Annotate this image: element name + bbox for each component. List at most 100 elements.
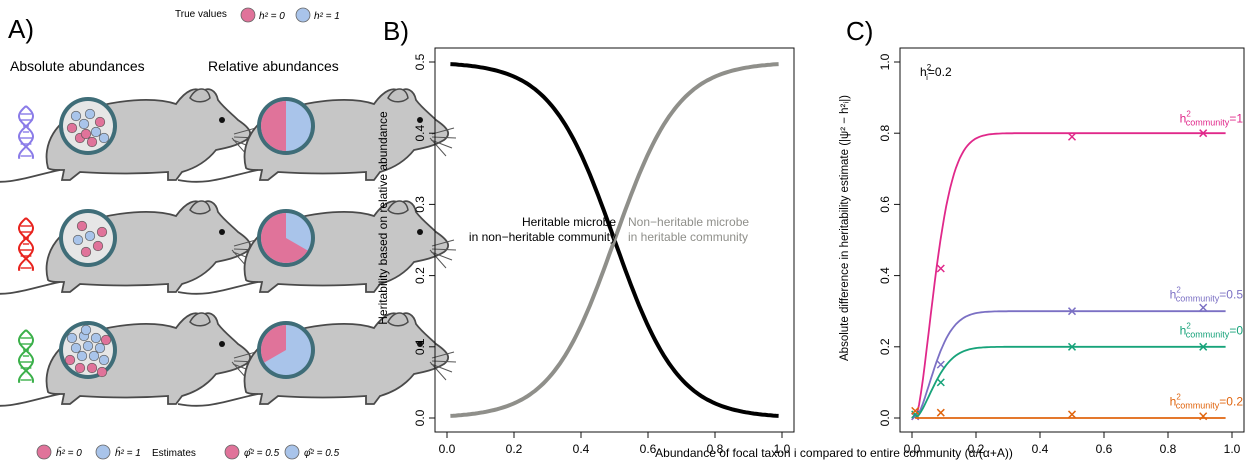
mouse-absolute <box>0 200 259 295</box>
microbe-dot <box>100 334 112 346</box>
microbe-dot <box>80 128 92 140</box>
microbe-dot <box>64 354 76 366</box>
series-point-marker <box>911 410 920 419</box>
panel-c-xtick-label: 0.6 <box>1096 442 1113 456</box>
series-point-marker <box>1067 307 1077 316</box>
mice-grid <box>0 88 457 407</box>
series-point-marker <box>936 360 945 369</box>
legend-pink-dot <box>240 7 256 23</box>
microbe-dot <box>90 126 102 138</box>
estimates-label: Estimates <box>152 448 196 459</box>
est-h0-label: ĥ² = 0 <box>56 446 82 459</box>
series-point-marker <box>1067 410 1077 419</box>
series-point-marker <box>936 264 945 273</box>
series-point-marker <box>936 378 945 387</box>
series-line <box>914 310 1226 419</box>
panel-c-xtick-label: 0.8 <box>1160 442 1177 456</box>
microbe-dot <box>94 116 106 128</box>
series-label: h2 community=0.5 <box>1170 286 1244 304</box>
microbe-dot <box>76 350 88 362</box>
col-relative-label: Relative abundances <box>208 58 339 74</box>
microbe-dot <box>94 342 106 354</box>
panel-c-letter: C) <box>846 16 873 46</box>
series-label: h2 community=0 <box>1180 321 1244 339</box>
series-line <box>914 345 1226 419</box>
microbe-dot <box>82 340 94 352</box>
dna-helix-icon <box>18 217 34 272</box>
est-h1-label: ĥ² = 1 <box>115 446 141 459</box>
series-point-marker <box>1199 129 1208 138</box>
legend-h0-label: h² = 0 <box>259 11 285 22</box>
legend-blue-dot <box>295 7 311 23</box>
dna-strand <box>18 105 34 160</box>
microbe-dot <box>66 122 78 134</box>
pie-slice-pink <box>261 325 286 363</box>
series-point-marker <box>911 406 920 415</box>
dna-strand <box>18 329 34 384</box>
panel-b-ytick-label: 0.3 <box>413 196 427 213</box>
microbe-dot <box>72 234 84 246</box>
annotation-grey-2: in heritable community <box>628 230 748 244</box>
panel-b: B) Heritability based on relative abunda… <box>376 16 1013 460</box>
est-blue-dot <box>95 444 111 460</box>
microbe-dot <box>98 132 110 144</box>
microbe-dot <box>86 362 98 374</box>
series-point-marker <box>1199 412 1208 421</box>
microbe-dot <box>76 220 88 232</box>
microbe-dot <box>86 136 98 148</box>
series-point-marker <box>1199 303 1208 312</box>
panel-c-ytick-label: 0.0 <box>878 409 892 426</box>
microbe-dot <box>88 350 100 362</box>
series-point-marker <box>936 408 945 417</box>
microbe-dot <box>96 366 108 378</box>
col-absolute-label: Absolute abundances <box>10 58 145 74</box>
microbe-dot <box>84 108 96 120</box>
annotation-grey-1: Non−heritable microbe <box>628 215 749 229</box>
panel-b-ytick-label: 0.0 <box>413 409 427 426</box>
est-phi-pink-label: φ̂² = 0.5 <box>244 447 280 459</box>
est-phi-pink-dot <box>224 444 240 460</box>
panel-b-xtick-label: 1.0 <box>774 442 791 456</box>
panel-b-ytick-label: 0.1 <box>413 338 427 355</box>
microbe-dot <box>78 118 90 130</box>
microbe-dot <box>74 362 86 374</box>
annotation-black-2: in non−heritable community <box>469 230 616 244</box>
panel-c-axes: 0.0 0.2 0.4 0.6 0.8 1.0 0.0 0.2 0.4 0.6 0.8 1.0 <box>878 47 1245 456</box>
series-label: h2 community=0.2 <box>1170 393 1244 411</box>
panel-b-letter: B) <box>383 16 409 46</box>
panel-b-ytick-label: 0.5 <box>413 53 427 70</box>
panel-c-frame <box>899 47 1245 433</box>
panel-c-series-labels: h2 community=1 h2 community=0.5 h2 community=… <box>1170 110 1244 411</box>
panel-b-xtick-label: 0.8 <box>707 442 724 456</box>
panel-c-ytick-label: 1.0 <box>878 53 892 70</box>
panel-b-frame <box>434 47 795 433</box>
dna-strand <box>18 105 34 160</box>
panel-a: A) True values h² = 0 h² = 1 Absolute ab… <box>0 7 457 460</box>
microbe-dot <box>92 240 104 252</box>
panel-b-xtick-label: 0.4 <box>573 442 590 456</box>
panel-b-axes: 0.0 0.2 0.4 0.6 0.8 1.0 0.0 0.1 0.2 0.3 0.4 0.5 <box>413 47 795 456</box>
annotation-black-1: Heritable microbe <box>522 215 616 229</box>
panel-b-xtick-label: 0.0 <box>439 442 456 456</box>
panel-c-inset: h2 i=0.2 <box>920 63 952 82</box>
panel-c-ytick-label: 0.6 <box>878 196 892 213</box>
microbe-dot <box>90 332 102 344</box>
line-non-heritable-microbe <box>450 62 779 418</box>
dna-strand <box>18 217 34 272</box>
panel-c-xtick-label: 0.2 <box>968 442 985 456</box>
est-phi-blue-dot <box>284 444 300 460</box>
microbe-dot <box>70 110 82 122</box>
est-phi-blue-label: φ̂² = 0.5 <box>304 447 340 459</box>
panel-c-xtick-label: 0.0 <box>904 442 921 456</box>
panel-b-xtick-label: 0.2 <box>506 442 523 456</box>
pie-slice-pink <box>261 101 286 151</box>
microbe-dot <box>80 246 92 258</box>
panel-a-letter: A) <box>8 14 34 44</box>
panel-c-xtick-label: 1.0 <box>1224 442 1241 456</box>
panel-c-lines <box>911 129 1226 421</box>
series-line <box>914 132 1226 419</box>
mouse-absolute <box>0 312 259 407</box>
panel-c-ytick-label: 0.4 <box>878 267 892 284</box>
